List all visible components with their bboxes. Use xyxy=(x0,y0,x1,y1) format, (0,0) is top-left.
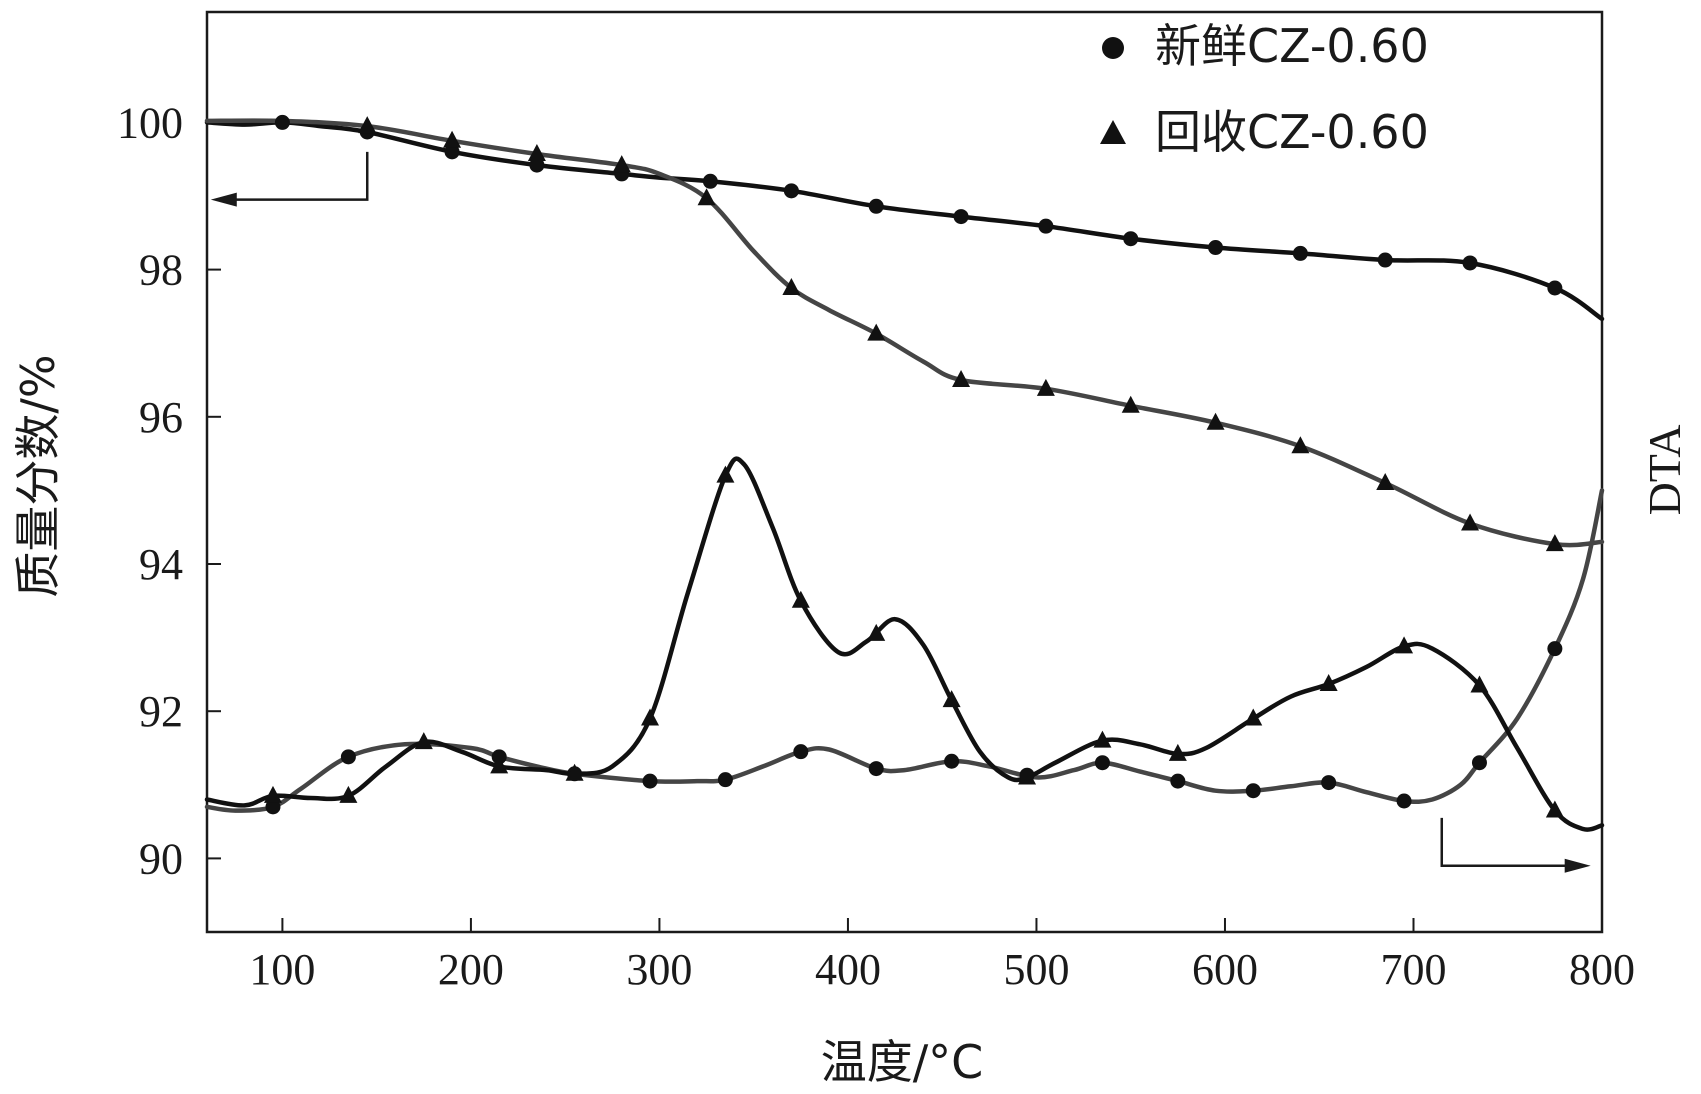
circle-marker xyxy=(444,144,460,160)
circle-marker xyxy=(1038,218,1054,234)
triangle-marker xyxy=(612,155,631,173)
triangle-marker xyxy=(565,763,584,781)
triangle-marker xyxy=(527,144,546,162)
triangle-marker xyxy=(952,370,971,387)
triangle-marker xyxy=(1206,412,1225,430)
legend-triangle-marker xyxy=(1100,120,1126,144)
plot-frame xyxy=(205,10,1604,934)
y2-axis-title: DTA xyxy=(1639,425,1690,516)
series-layer xyxy=(204,118,1605,832)
triangle-marker xyxy=(697,188,716,206)
triangle-marker xyxy=(358,116,377,134)
legend-circle-marker xyxy=(1102,37,1124,59)
triangle-marker xyxy=(1244,708,1263,726)
x-tick-label: 500 xyxy=(1003,945,1069,994)
axis-indicator-arrows xyxy=(210,151,1591,873)
circle-marker xyxy=(340,749,356,765)
y-tick-label: 94 xyxy=(139,540,183,589)
circle-marker xyxy=(1292,245,1308,261)
triangle-marker xyxy=(490,756,509,774)
triangle-marker xyxy=(716,465,735,483)
x-tick-label: 600 xyxy=(1192,945,1258,994)
circle-marker xyxy=(1396,793,1412,809)
y-tick-label: 98 xyxy=(139,246,183,295)
triangle-marker xyxy=(1319,673,1338,691)
markers-layer xyxy=(263,114,1564,818)
circle-marker xyxy=(1208,240,1224,256)
circle-marker xyxy=(1547,280,1563,296)
y-tick-label: 96 xyxy=(139,393,183,442)
circle-marker xyxy=(1321,775,1337,791)
circle-marker xyxy=(1471,755,1487,771)
left-axis-arrow xyxy=(216,151,369,201)
circle-marker xyxy=(1462,255,1478,271)
triangle-marker xyxy=(263,785,282,803)
circle-marker xyxy=(953,209,969,225)
tg-line-recycled xyxy=(204,118,1605,548)
triangle-marker xyxy=(791,590,810,608)
x-tick-label: 100 xyxy=(249,945,315,994)
y-tick-label: 90 xyxy=(139,834,183,883)
triangle-marker xyxy=(1036,378,1055,396)
triangle-marker xyxy=(1291,436,1310,454)
circle-marker xyxy=(274,114,290,130)
x-tick-label: 800 xyxy=(1569,945,1635,994)
triangle-marker xyxy=(1018,767,1037,785)
tg-line-fresh xyxy=(204,120,1605,322)
circle-marker xyxy=(1377,252,1393,268)
axis-ticks: 100 200 300 400 500 600 700 800 90 92 94 96 98 100 xyxy=(117,98,1635,994)
triangle-marker xyxy=(1470,675,1489,693)
triangle-marker xyxy=(1121,395,1140,413)
circle-marker xyxy=(1170,773,1186,789)
dta-line-recycled xyxy=(204,456,1605,832)
triangle-marker xyxy=(414,732,433,750)
circle-marker xyxy=(1245,783,1261,799)
circle-marker xyxy=(1123,231,1139,247)
left-arrow-head xyxy=(210,192,237,207)
x-tick-label: 700 xyxy=(1380,945,1446,994)
x-tick-label: 300 xyxy=(626,945,692,994)
triangle-marker xyxy=(339,785,358,803)
triangle-marker xyxy=(782,278,801,295)
triangle-marker xyxy=(867,323,886,341)
circle-marker xyxy=(868,761,884,777)
dta-line-fresh xyxy=(204,488,1605,813)
triangle-marker xyxy=(1168,743,1187,761)
x-tick-label: 200 xyxy=(438,945,504,994)
circle-marker xyxy=(529,157,545,173)
triangle-marker xyxy=(641,708,660,726)
circle-marker xyxy=(1547,641,1563,657)
circle-marker xyxy=(783,183,799,199)
right-arrow-head xyxy=(1564,858,1591,873)
circle-marker xyxy=(1094,755,1110,771)
legend-label: 新鲜CZ-0.60 xyxy=(1155,19,1429,73)
triangle-marker xyxy=(942,690,961,708)
triangle-marker xyxy=(867,623,886,641)
triangle-marker xyxy=(1545,800,1564,818)
triangle-marker xyxy=(1395,636,1414,654)
legend-label: 回收CZ-0.60 xyxy=(1155,105,1429,159)
y-tick-label: 92 xyxy=(139,687,183,736)
triangle-marker xyxy=(1376,473,1395,491)
triangle-marker xyxy=(1545,534,1564,552)
circle-marker xyxy=(717,772,733,788)
circle-marker xyxy=(265,799,281,815)
plot-border xyxy=(205,10,1604,934)
x-axis-title: 温度/°C xyxy=(821,1035,984,1089)
circle-marker xyxy=(868,198,884,214)
right-axis-arrow xyxy=(1440,817,1584,868)
y-tick-label: 100 xyxy=(117,98,183,147)
triangle-marker xyxy=(443,130,462,148)
circle-marker xyxy=(642,773,658,789)
x-tick-label: 400 xyxy=(815,945,881,994)
y-axis-title: 质量分数/% xyxy=(11,354,65,597)
triangle-marker xyxy=(1093,730,1112,748)
circle-marker xyxy=(702,173,718,189)
circle-marker xyxy=(793,744,809,760)
triangle-marker xyxy=(1461,513,1480,531)
circle-marker xyxy=(944,753,960,769)
legend: 新鲜CZ-0.60 回收CZ-0.60 xyxy=(1100,19,1429,159)
